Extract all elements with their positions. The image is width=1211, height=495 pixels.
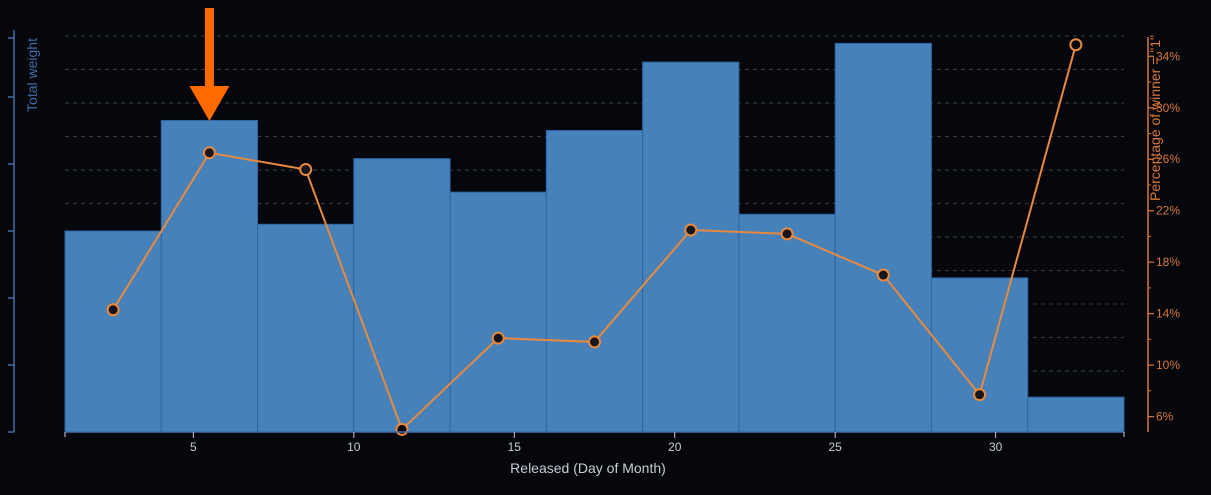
right-tick-label: 10% <box>1156 358 1180 372</box>
data-point <box>973 388 987 402</box>
data-point <box>299 163 313 177</box>
histogram-bar <box>64 230 162 433</box>
data-point <box>588 335 601 349</box>
data-point <box>684 223 698 237</box>
x-tick-label: 25 <box>829 440 843 454</box>
x-tick-label: 15 <box>508 440 522 454</box>
x-tick-label: 20 <box>668 440 682 454</box>
x-tick-label: 30 <box>989 440 1003 454</box>
histogram-bar <box>353 158 451 433</box>
histogram-bar <box>834 42 932 433</box>
data-point <box>106 303 120 317</box>
right-y-axis-title: Percentage of winner = "1" <box>1147 35 1163 201</box>
axes-layer: 5 10 15 20 25 30 6% 10% 14% 18% 22% 26% 30% 34% <box>8 30 1180 454</box>
histogram-bar <box>738 213 836 433</box>
data-point <box>395 422 409 436</box>
left-y-axis-title: Total weight <box>24 38 40 112</box>
x-tick-label: 10 <box>347 440 361 454</box>
right-tick-label: 26% <box>1156 152 1180 166</box>
data-point <box>876 268 890 282</box>
x-axis-title: Released (Day of Month) <box>510 460 666 476</box>
highlight-arrow <box>189 8 230 121</box>
histogram-bar <box>1027 396 1125 433</box>
histogram-bar <box>930 277 1029 433</box>
arrow-head <box>189 86 230 121</box>
data-point <box>202 146 216 160</box>
histogram-bar <box>545 130 644 433</box>
histogram-bar <box>160 119 259 433</box>
right-tick-label: 34% <box>1156 49 1180 63</box>
bars-layer <box>64 42 1125 433</box>
x-tick-label: 5 <box>190 440 197 454</box>
histogram-bar <box>449 191 547 433</box>
histogram-bar <box>642 61 740 433</box>
data-point <box>1069 38 1083 52</box>
right-tick-label: 30% <box>1156 101 1180 115</box>
right-tick-label: 18% <box>1156 255 1180 269</box>
data-point <box>780 227 794 241</box>
right-tick-label: 6% <box>1156 410 1174 424</box>
right-tick-label: 22% <box>1156 204 1180 218</box>
histogram-bar <box>257 223 355 433</box>
right-tick-label: 14% <box>1156 307 1180 321</box>
arrow-shaft <box>204 8 214 88</box>
data-point <box>491 331 505 345</box>
line-layer <box>106 38 1083 436</box>
